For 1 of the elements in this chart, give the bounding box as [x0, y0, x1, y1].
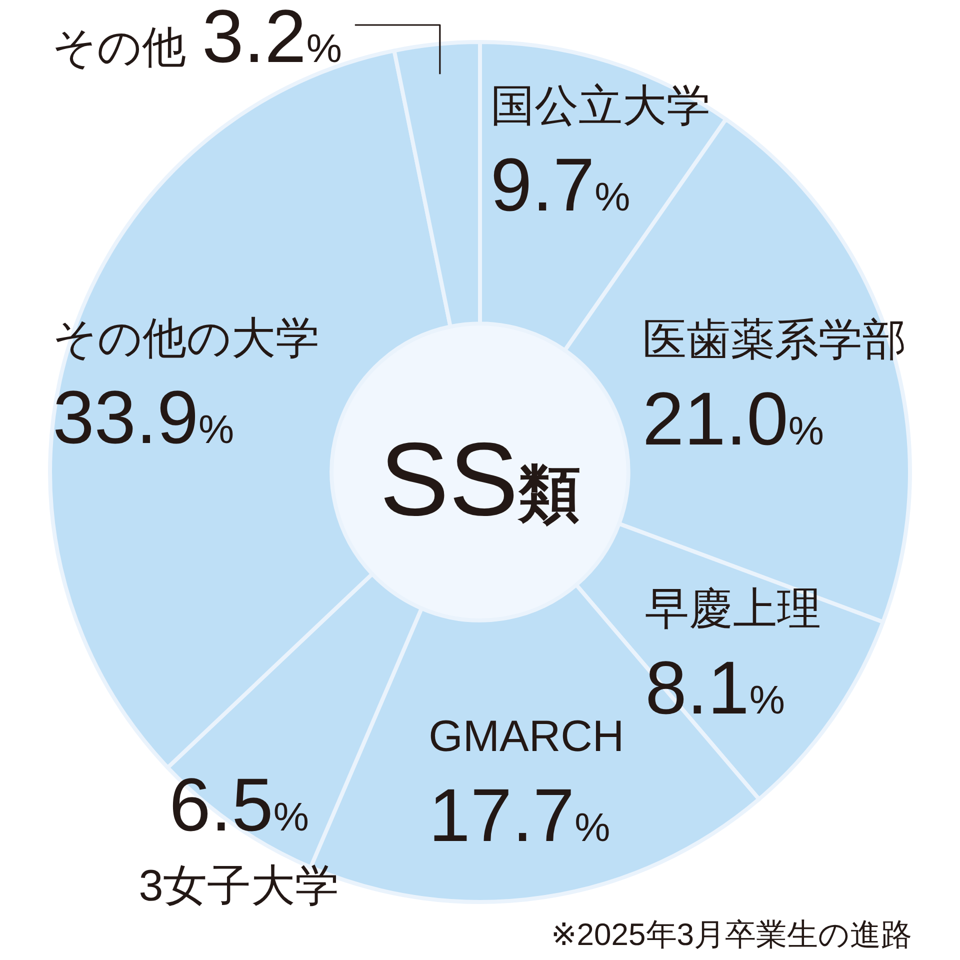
- title: SS類: [380, 422, 580, 538]
